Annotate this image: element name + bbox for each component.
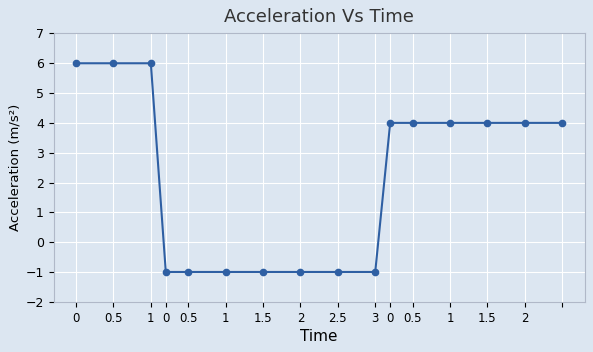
Title: Acceleration Vs Time: Acceleration Vs Time: [224, 8, 414, 26]
X-axis label: Time: Time: [301, 329, 338, 344]
Y-axis label: Acceleration (m/s²): Acceleration (m/s²): [8, 104, 21, 231]
